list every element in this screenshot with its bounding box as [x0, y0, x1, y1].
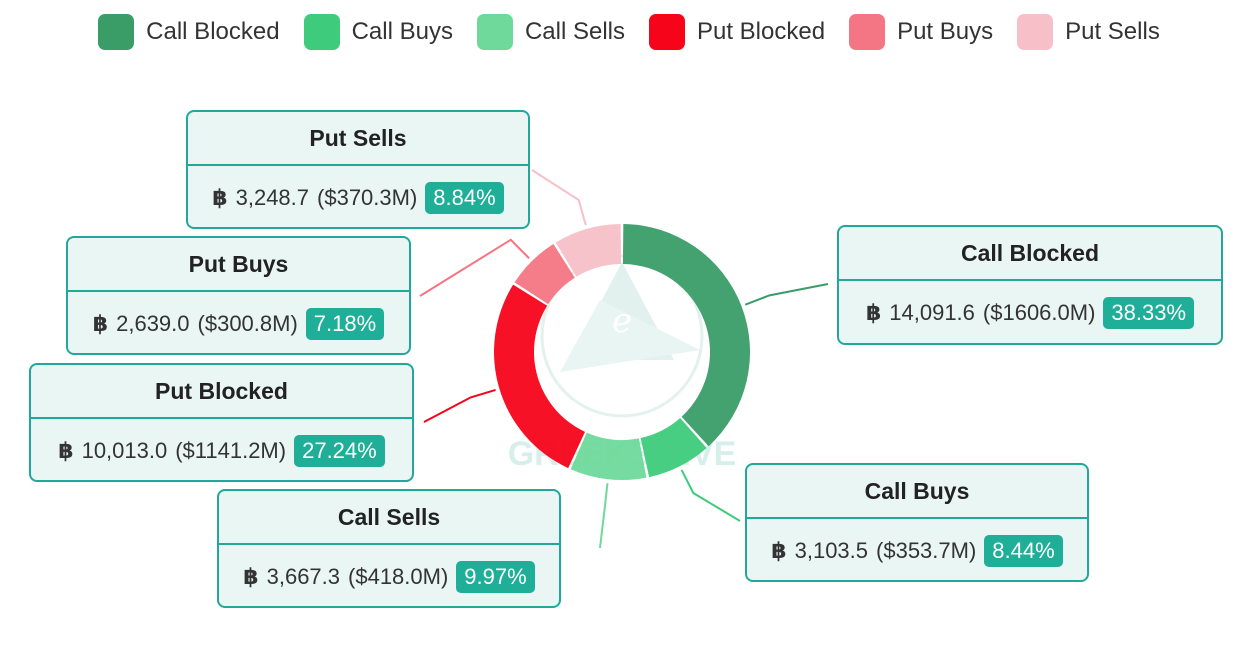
legend-swatch — [648, 14, 685, 50]
slice-title: Put Sells — [188, 112, 528, 166]
legend-swatch — [849, 14, 886, 50]
slice-title: Call Sells — [219, 491, 559, 545]
slice-values: ฿ 14,091.6 ($1606.0M) 38.33% — [839, 281, 1221, 345]
legend-label: Call Blocked — [146, 18, 280, 45]
donut-slice-put-buys[interactable] — [514, 243, 575, 305]
legend-item-put-blocked[interactable]: Put Blocked — [648, 14, 826, 50]
slice-title: Put Buys — [68, 238, 409, 292]
slice-btc-value: 3,103.5 — [794, 538, 869, 563]
leader-line-call-blocked — [744, 283, 829, 306]
slice-values: ฿ 10,013.0 ($1141.2M) 27.24% — [31, 419, 412, 483]
slice-percent-badge: 8.84% — [425, 182, 504, 214]
slice-btc-value: 14,091.6 — [889, 300, 975, 325]
slice-values: ฿ 3,248.7 ($370.3M) 8.84% — [188, 166, 528, 230]
leader-line-put-sells — [531, 169, 587, 226]
label-box-put-buys: Put Buys ฿ 2,639.0 ($300.8M) 7.18% — [66, 236, 411, 355]
slice-usd-value: ($353.7M) — [876, 538, 977, 563]
legend-item-call-sells[interactable]: Call Sells — [476, 14, 625, 50]
slice-title: Call Blocked — [839, 227, 1221, 281]
donut-slice-call-buys[interactable] — [640, 417, 707, 478]
slice-usd-value: ($300.8M) — [197, 311, 298, 336]
bitcoin-icon: ฿ — [865, 300, 882, 325]
slice-usd-value: ($1606.0M) — [982, 300, 1096, 325]
slice-btc-value: 3,667.3 — [266, 564, 341, 589]
label-box-put-sells: Put Sells ฿ 3,248.7 ($370.3M) 8.84% — [186, 110, 530, 229]
label-box-call-buys: Call Buys ฿ 3,103.5 ($353.7M) 8.44% — [745, 463, 1089, 582]
slice-percent-badge: 7.18% — [305, 308, 385, 340]
legend-swatch — [303, 14, 340, 50]
leader-line-call-buys — [680, 469, 741, 522]
slice-values: ฿ 3,103.5 ($353.7M) 8.44% — [747, 519, 1087, 583]
slice-percent-badge: 38.33% — [1103, 297, 1195, 329]
leader-line-put-buys — [419, 238, 530, 297]
slice-btc-value: 2,639.0 — [116, 311, 190, 336]
watermark-logo: e — [540, 254, 704, 418]
donut-slice-call-sells[interactable] — [570, 432, 647, 480]
bitcoin-icon: ฿ — [58, 438, 74, 463]
legend-swatch — [1017, 14, 1054, 50]
leader-line-call-sells — [599, 483, 609, 549]
leader-line-put-blocked — [423, 388, 496, 423]
donut-slice-put-blocked[interactable] — [494, 284, 585, 469]
legend-label: Call Buys — [351, 18, 453, 45]
slice-values: ฿ 3,667.3 ($418.0M) 9.97% — [219, 545, 559, 609]
slice-title: Call Buys — [747, 465, 1087, 519]
legend-label: Call Sells — [524, 18, 625, 45]
bitcoin-icon: ฿ — [92, 311, 109, 336]
legend-swatch — [476, 14, 513, 50]
donut-slice-call-blocked[interactable] — [622, 224, 750, 447]
legend-item-call-buys[interactable]: Call Buys — [303, 14, 453, 50]
label-box-call-sells: Call Sells ฿ 3,667.3 ($418.0M) 9.97% — [217, 489, 561, 608]
slice-percent-badge: 27.24% — [294, 435, 385, 467]
legend-item-put-buys[interactable]: Put Buys — [849, 14, 993, 50]
slice-usd-value: ($370.3M) — [317, 185, 418, 210]
slice-percent-badge: 8.44% — [984, 535, 1063, 567]
slice-values: ฿ 2,639.0 ($300.8M) 7.18% — [68, 292, 409, 356]
legend-label: Put Blocked — [696, 18, 826, 45]
slice-title: Put Blocked — [31, 365, 412, 419]
donut-slice-put-sells[interactable] — [555, 224, 622, 277]
bitcoin-icon: ฿ — [243, 564, 259, 589]
bitcoin-icon: ฿ — [212, 185, 228, 210]
slice-usd-value: ($1141.2M) — [175, 438, 287, 463]
slice-percent-badge: 9.97% — [456, 561, 535, 593]
legend-item-call-blocked[interactable]: Call Blocked — [98, 14, 280, 50]
label-box-call-blocked: Call Blocked ฿ 14,091.6 ($1606.0M) 38.33… — [837, 225, 1223, 345]
legend-item-put-sells[interactable]: Put Sells — [1017, 14, 1160, 50]
bitcoin-icon: ฿ — [771, 538, 787, 563]
slice-btc-value: 10,013.0 — [81, 438, 168, 463]
chart-legend: Call Blocked Call Buys Call Sells Put Bl… — [0, 14, 1258, 50]
label-box-put-blocked: Put Blocked ฿ 10,013.0 ($1141.2M) 27.24% — [29, 363, 414, 482]
slice-btc-value: 3,248.7 — [235, 185, 310, 210]
legend-label: Put Sells — [1065, 18, 1160, 45]
slice-usd-value: ($418.0M) — [348, 564, 449, 589]
legend-label: Put Buys — [897, 18, 994, 45]
legend-swatch — [98, 14, 135, 50]
svg-text:e: e — [612, 301, 632, 341]
